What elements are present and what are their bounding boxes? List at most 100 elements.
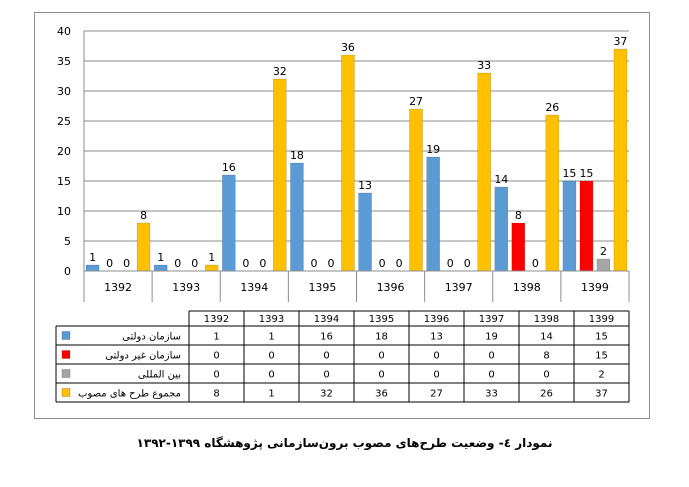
legend-label: سازمان غیر دولتی: [105, 351, 181, 362]
y-tick-label: 25: [57, 115, 71, 128]
table-header: 1394: [314, 314, 339, 325]
table-cell: 0: [378, 351, 384, 362]
data-label: 1: [208, 251, 215, 264]
data-label: 8: [515, 209, 522, 222]
legend-swatch: [61, 369, 71, 378]
data-label: 0: [464, 257, 471, 270]
table-header: 1397: [479, 314, 504, 325]
data-label: 2: [600, 245, 607, 258]
data-label: 1: [89, 251, 96, 264]
table-header: 1399: [589, 314, 614, 325]
table-header: 1395: [369, 314, 394, 325]
x-tick-label: 1399: [581, 281, 609, 294]
bar: [358, 192, 372, 272]
table-cell: 33: [485, 389, 498, 400]
data-label: 15: [562, 167, 576, 180]
bar: [579, 180, 594, 272]
table-cell: 0: [488, 370, 494, 381]
bar: [85, 264, 100, 272]
table-cell: 0: [213, 351, 219, 362]
table-cell: 2: [598, 370, 604, 381]
bar: [204, 264, 219, 272]
table-cell: 13: [430, 332, 443, 343]
data-label: 0: [123, 257, 130, 270]
table-cell: 8: [213, 389, 219, 400]
table-cell: 18: [375, 332, 388, 343]
table-cell: 36: [375, 389, 388, 400]
y-tick-label: 20: [57, 145, 71, 158]
table-cell: 14: [540, 332, 553, 343]
legend-swatch: [61, 331, 71, 340]
bar: [562, 180, 577, 272]
data-label: 1: [157, 251, 164, 264]
data-label: 37: [613, 35, 627, 48]
table-cell: 1: [213, 332, 219, 343]
legend-label: بین المللی: [138, 370, 181, 381]
table-cell: 15: [595, 332, 608, 343]
table-cell: 8: [543, 351, 549, 362]
data-label: 26: [545, 101, 559, 114]
legend-swatch: [61, 388, 71, 397]
y-tick-label: 35: [57, 55, 71, 68]
table-header: 1396: [424, 314, 449, 325]
bar: [511, 222, 526, 272]
data-label: 32: [273, 65, 287, 78]
bar: [222, 174, 236, 272]
data-label: 33: [477, 59, 491, 72]
table-cell: 37: [595, 389, 608, 400]
table-cell: 16: [320, 332, 333, 343]
x-tick-label: 1398: [513, 281, 541, 294]
table-header: 1393: [259, 314, 284, 325]
x-tick-label: 1393: [172, 281, 200, 294]
table-cell: 0: [268, 370, 274, 381]
x-tick-label: 1395: [308, 281, 336, 294]
bar: [136, 222, 151, 272]
table-cell: 26: [540, 389, 553, 400]
bar: [290, 162, 304, 272]
y-tick-label: 40: [57, 25, 71, 38]
x-tick-label: 1392: [104, 281, 132, 294]
bar: [477, 72, 491, 272]
y-tick-label: 0: [64, 265, 71, 278]
bar: [545, 114, 560, 272]
data-label: 0: [259, 257, 266, 270]
y-tick-label: 10: [57, 205, 71, 218]
data-label: 16: [222, 161, 236, 174]
data-label: 0: [191, 257, 198, 270]
data-label: 0: [310, 257, 317, 270]
x-tick-label: 1394: [240, 281, 268, 294]
bar: [409, 108, 423, 272]
y-tick-label: 30: [57, 85, 71, 98]
table-cell: 19: [485, 332, 498, 343]
table-cell: 0: [543, 370, 549, 381]
bar: [613, 48, 628, 272]
bar: [153, 264, 168, 272]
legend-label: سازمان دولتی: [122, 332, 181, 343]
chart-caption: نمودار ٤- وضعیت طرح‌های مصوب برون‌سازمان…: [136, 436, 553, 450]
y-tick-label: 5: [64, 235, 71, 248]
table-cell: 0: [268, 351, 274, 362]
table-header: 1392: [204, 314, 229, 325]
data-label: 27: [409, 95, 423, 108]
data-label: 0: [106, 257, 113, 270]
data-label: 0: [242, 257, 249, 270]
y-tick-label: 15: [57, 175, 71, 188]
data-label: 0: [327, 257, 334, 270]
table-cell: 1: [268, 389, 274, 400]
table-cell: 1: [268, 332, 274, 343]
data-label: 0: [447, 257, 454, 270]
table-cell: 0: [433, 351, 439, 362]
bar: [273, 78, 287, 272]
bar: [426, 156, 440, 272]
table-cell: 0: [488, 351, 494, 362]
table-cell: 15: [595, 351, 608, 362]
data-label: 0: [174, 257, 181, 270]
x-tick-label: 1397: [445, 281, 473, 294]
table-cell: 0: [213, 370, 219, 381]
legend-label: مجموع طرح های مصوب: [78, 389, 181, 400]
legend-swatch: [61, 350, 71, 359]
table-cell: 0: [378, 370, 384, 381]
data-label: 18: [290, 149, 304, 162]
data-label: 8: [140, 209, 147, 222]
